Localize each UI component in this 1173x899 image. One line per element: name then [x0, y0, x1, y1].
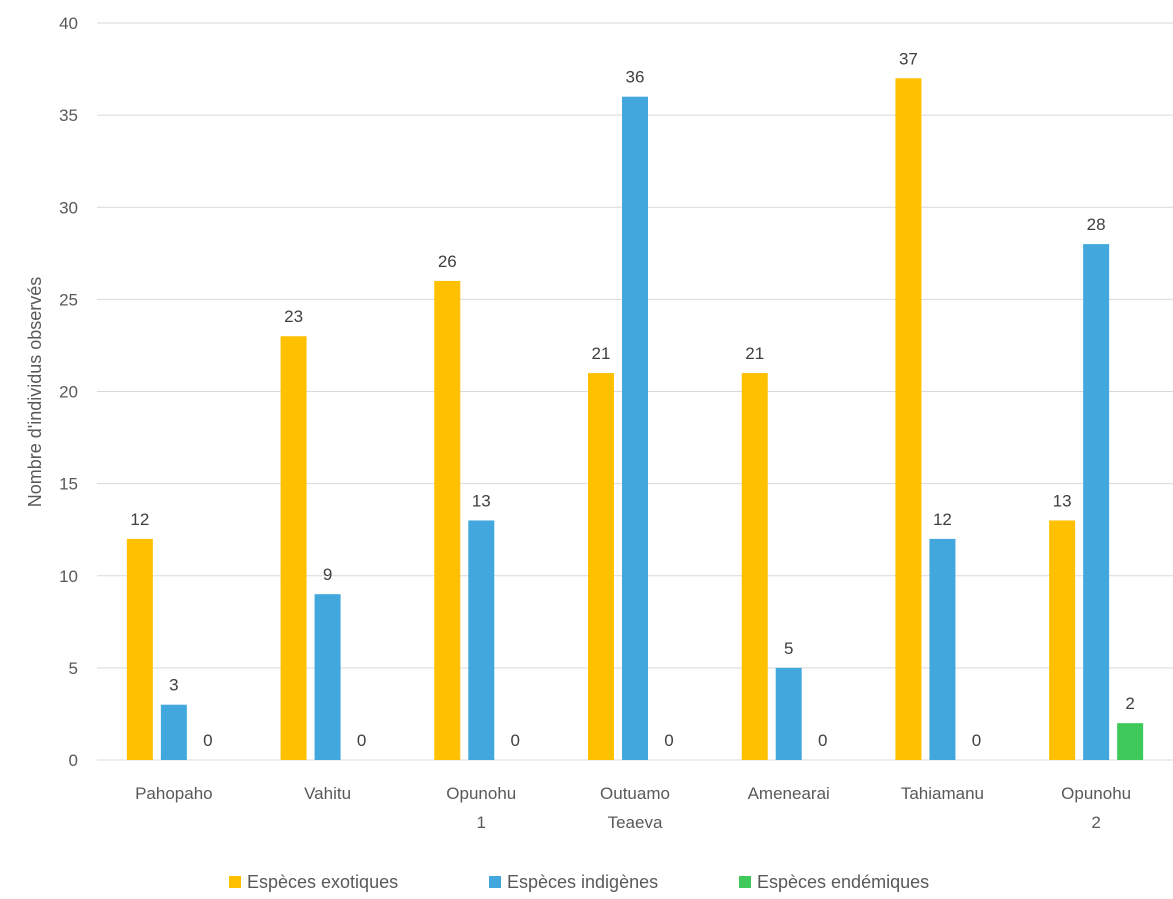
data-label: 0: [357, 731, 366, 750]
data-label: 12: [130, 510, 149, 529]
data-label: 9: [323, 565, 332, 584]
legend-swatch: [489, 876, 501, 888]
data-label: 26: [438, 252, 457, 271]
category-label: Teaeva: [608, 813, 663, 832]
bar: [775, 667, 802, 760]
legend: Espèces exotiques Espèces indigènes Espèce…: [229, 872, 929, 892]
bar: [1117, 723, 1144, 760]
bars: [126, 78, 1144, 761]
data-label: 23: [284, 307, 303, 326]
data-labels: 12 3 0 23 9 0 26 13 0 21 36 0 21 5 0 37 12 0 13 28 2: [130, 49, 1134, 750]
data-label: 5: [784, 639, 793, 658]
data-label: 0: [664, 731, 673, 750]
data-label: 12: [933, 510, 952, 529]
legend-label: Espèces indigènes: [507, 872, 658, 892]
data-label: 3: [169, 676, 178, 695]
legend-swatch: [229, 876, 241, 888]
y-tick-label: 25: [59, 290, 78, 309]
y-tick-label: 40: [59, 14, 78, 33]
data-label: 21: [745, 344, 764, 363]
data-label: 0: [972, 731, 981, 750]
category-label: Tahiamanu: [901, 784, 984, 803]
bar: [741, 373, 768, 760]
bar: [434, 280, 461, 760]
data-label: 2: [1125, 694, 1134, 713]
bar: [160, 704, 187, 760]
legend-swatch: [739, 876, 751, 888]
x-axis-categories: Pahopaho Vahitu Opunohu 1 Outuamo Teaeva Amene…: [135, 784, 1131, 832]
bar: [468, 520, 495, 760]
bar: [929, 538, 956, 760]
y-tick-label: 5: [69, 659, 78, 678]
y-tick-label: 20: [59, 383, 78, 402]
bar: [622, 96, 648, 760]
bar: [1083, 244, 1110, 761]
bar: [1049, 520, 1076, 760]
data-label: 0: [511, 731, 520, 750]
category-label: 2: [1091, 813, 1100, 832]
data-label: 13: [1053, 491, 1072, 510]
y-tick-label: 10: [59, 567, 78, 586]
category-label: Opunohu: [446, 784, 516, 803]
y-tick-label: 30: [59, 198, 78, 217]
data-label: 21: [592, 344, 611, 363]
category-label: Pahopaho: [135, 784, 213, 803]
data-label: 28: [1087, 215, 1106, 234]
y-tick-label: 35: [59, 106, 78, 125]
y-axis-title: Nombre d'individus observés: [25, 277, 45, 508]
bar: [895, 78, 922, 760]
data-label: 0: [203, 731, 212, 750]
legend-label: Espèces endémiques: [757, 872, 929, 892]
bar: [280, 336, 307, 760]
legend-label: Espèces exotiques: [247, 872, 398, 892]
category-label: Vahitu: [304, 784, 351, 803]
category-label: Amenearai: [748, 784, 830, 803]
data-label: 0: [818, 731, 827, 750]
category-label: Opunohu: [1061, 784, 1131, 803]
y-axis-ticks: 0 5 10 15 20 25 30 35 40: [59, 14, 78, 770]
y-tick-label: 15: [59, 475, 78, 494]
data-label: 13: [472, 491, 491, 510]
data-label: 37: [899, 49, 918, 68]
category-label: 1: [477, 813, 486, 832]
bar: [126, 538, 153, 760]
bar: [588, 373, 614, 760]
y-tick-label: 0: [69, 751, 78, 770]
bar: [314, 594, 341, 760]
category-label: Outuamo: [600, 784, 670, 803]
data-label: 36: [626, 68, 645, 87]
